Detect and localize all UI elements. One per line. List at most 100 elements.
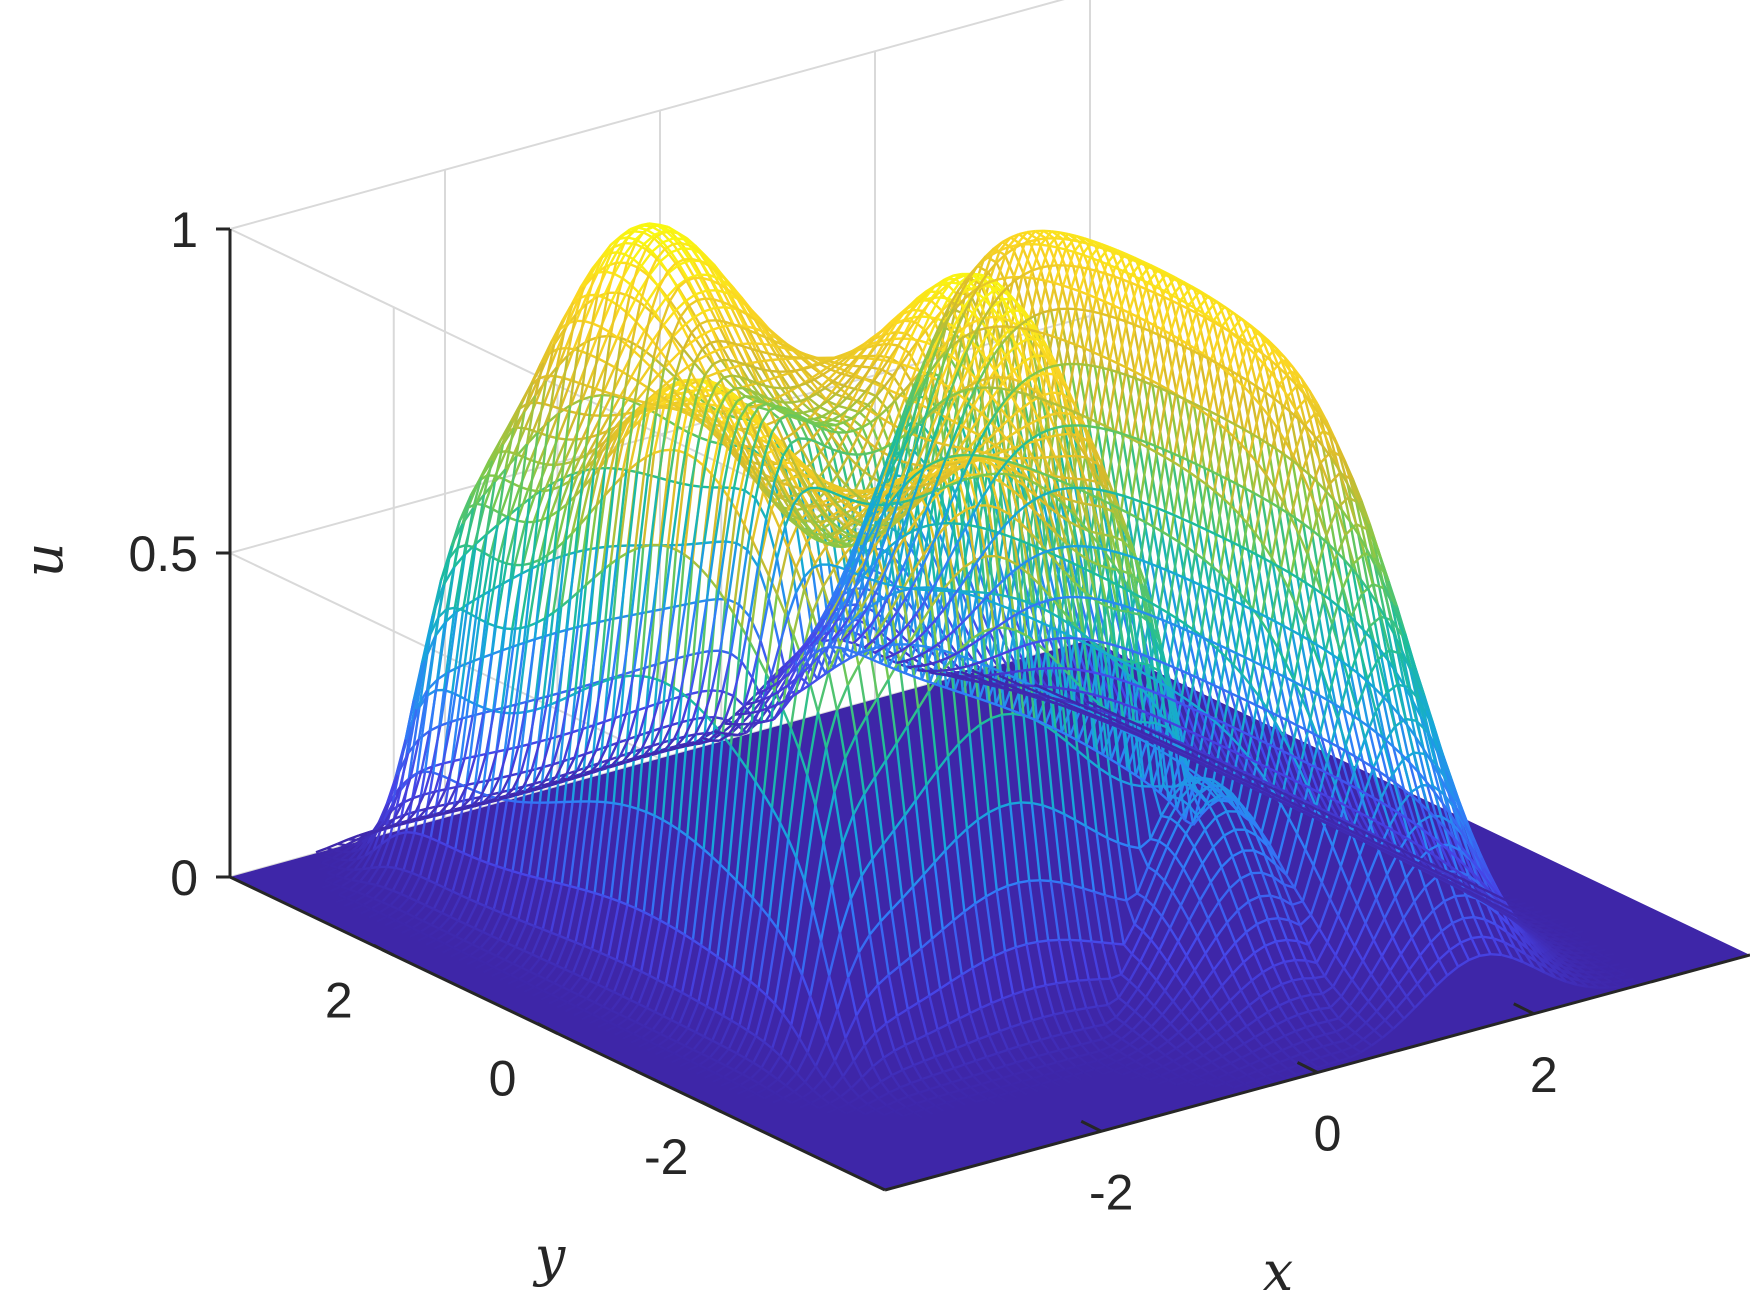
mesh-line [769,370,783,389]
mesh-line [665,285,678,299]
mesh-line [1096,1003,1108,1008]
mesh-line [1046,405,1060,476]
mesh-line [588,952,602,982]
mesh-line [367,866,380,884]
mesh-line [1144,721,1156,725]
mesh-line [751,677,765,702]
mesh-line [433,942,446,950]
mesh-line [399,872,413,895]
mesh-line [1035,436,1048,442]
mesh-line [585,801,599,891]
mesh-line [493,958,506,969]
mesh-line [706,371,719,378]
mesh-line [568,801,582,887]
mesh-line [440,890,454,914]
mesh-line [633,456,648,550]
mesh-line [671,335,685,350]
mesh-line [459,614,473,697]
mesh-line [456,700,470,784]
mesh-line [1091,940,1103,944]
mesh-line [576,453,590,477]
mesh-line [693,277,707,300]
mesh-line [354,894,367,903]
mesh-line [477,951,490,961]
mesh-line [768,375,781,381]
mesh-line [507,486,522,519]
mesh-line [661,232,674,245]
mesh-line [1077,978,1089,982]
mesh-line [719,344,732,351]
mesh-line [347,848,361,862]
mesh-line [594,362,608,390]
mesh-line [940,415,954,443]
mesh-line [714,306,726,310]
mesh-line [1133,720,1146,724]
mesh-line [879,644,893,664]
mesh-line [539,932,553,959]
mesh-line [582,892,596,946]
mesh-line [580,948,594,978]
mesh-line [771,357,783,362]
mesh-line [854,387,866,393]
mesh-line [534,978,547,988]
mesh-line [1131,783,1143,788]
mesh-line [518,743,530,749]
mesh-line [599,334,611,338]
mesh-line [835,371,849,387]
mesh-line [642,452,656,547]
mesh-line [346,891,359,900]
mesh-line [690,332,704,350]
mesh-line [631,546,645,676]
mesh-line [807,397,821,408]
mesh-line [567,993,580,1004]
mesh-line [596,252,610,274]
mesh-line [397,896,411,911]
mesh-line [824,386,837,396]
mesh-line [659,251,672,263]
mesh-line [563,941,577,970]
mesh-line [722,376,736,390]
mesh-line [499,974,512,982]
mesh-line [558,885,572,937]
mesh-line [750,348,764,371]
mesh-line [479,935,493,949]
mesh-line [692,310,705,319]
mesh-line [410,834,424,874]
mesh-line [419,923,432,933]
mesh-line [1158,333,1172,385]
mesh-line [545,366,558,382]
mesh-line [1218,744,1232,767]
mesh-line [775,354,789,373]
mesh-line [632,243,645,260]
mesh-line [554,438,568,466]
mesh-line [1033,456,1045,460]
mesh-line [1050,879,1062,884]
mesh-line [526,378,540,404]
mesh-line [486,798,500,864]
mesh-line [844,431,858,456]
mesh-line [530,928,544,955]
mesh-line [555,938,569,966]
mesh-line [591,296,605,324]
mesh-line [698,649,710,655]
mesh-line [508,628,522,714]
mesh-line [1191,708,1205,738]
mesh-line [1080,267,1094,312]
mesh-line [685,601,697,606]
mesh-line [1126,375,1140,440]
mesh-line [552,759,565,766]
mesh-line [817,463,831,479]
mesh-line [492,868,506,910]
mesh-line [454,923,468,938]
mesh-line [670,247,683,254]
mesh-line [364,884,378,897]
mesh-line [418,837,432,877]
mesh-line [337,859,350,869]
mesh-line [376,915,389,923]
mesh-line [551,463,565,490]
mesh-line [505,712,519,801]
mesh-line [782,357,794,361]
mesh-line [596,679,610,802]
mesh-line [437,778,451,842]
mesh-line [617,469,631,559]
